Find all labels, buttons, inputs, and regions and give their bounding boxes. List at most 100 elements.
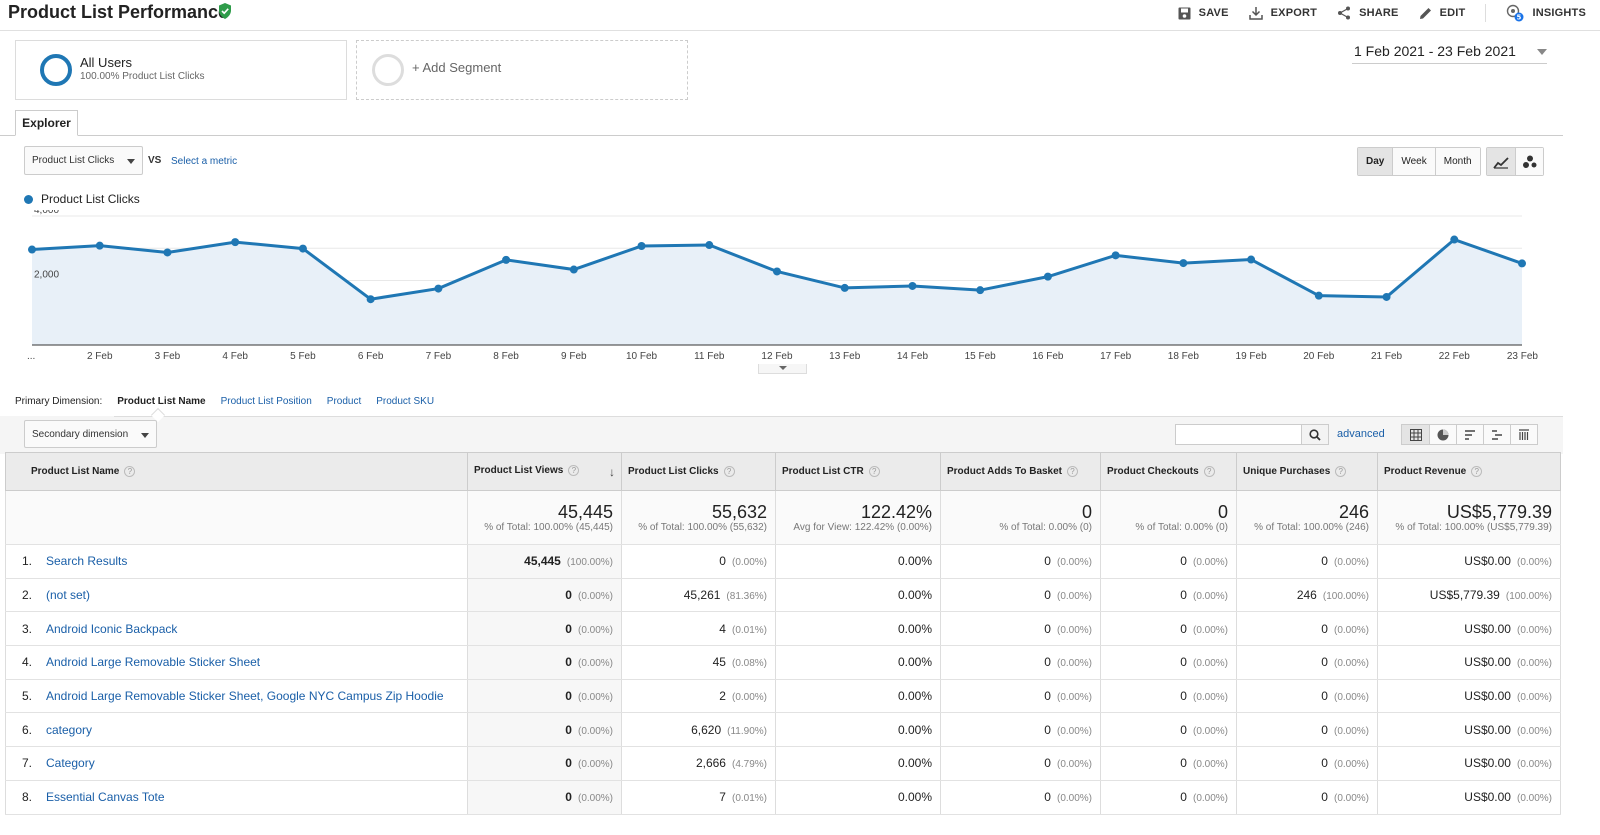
- data-point: [95, 241, 104, 250]
- row-number: 2.: [22, 588, 33, 603]
- product-list-name-link[interactable]: Android Large Removable Sticker Sheet, G…: [46, 689, 444, 704]
- primary-dimension-product-list-position[interactable]: Product List Position: [220, 396, 312, 407]
- cell-value: 0: [565, 722, 572, 737]
- product-list-name-link[interactable]: Android Large Removable Sticker Sheet: [46, 655, 261, 670]
- views-cell: 0 (0.00%): [467, 780, 622, 815]
- line-chart-button[interactable]: [1487, 148, 1515, 175]
- empty-segment-ring-icon: [372, 54, 404, 86]
- cell-percent: (0.00%): [1516, 658, 1552, 670]
- product-list-name-link[interactable]: Android Iconic Backpack: [46, 621, 178, 636]
- column-header-product-revenue[interactable]: Product Revenue?: [1377, 452, 1561, 491]
- search-icon: [1309, 428, 1321, 441]
- metric-select[interactable]: Product List Clicks: [24, 146, 143, 175]
- column-header-product-list-clicks[interactable]: Product List Clicks?: [621, 452, 776, 491]
- purchases-cell: 0 (0.00%): [1236, 544, 1378, 579]
- row-number: 8.: [22, 790, 33, 805]
- product-list-name-link[interactable]: (not set): [46, 588, 91, 603]
- chart-collapse-handle[interactable]: [758, 364, 807, 374]
- secondary-dimension-select[interactable]: Secondary dimension: [24, 420, 157, 448]
- column-header-product-list-name[interactable]: Product List Name?: [5, 452, 468, 491]
- table-search-input[interactable]: [1175, 424, 1302, 445]
- help-icon[interactable]: ?: [723, 465, 735, 477]
- help-icon[interactable]: ?: [124, 465, 136, 477]
- data-point: [366, 295, 375, 304]
- cell-value: 0: [1180, 790, 1187, 805]
- total-subtext: % of Total: 100.00% (55,632): [638, 522, 767, 533]
- granularity-week-button[interactable]: Week: [1392, 148, 1435, 175]
- granularity-day-button[interactable]: Day: [1358, 148, 1393, 175]
- chevron-down-icon: [141, 433, 149, 438]
- column-header-product-list-ctr[interactable]: Product List CTR?: [775, 452, 941, 491]
- product-list-name-link[interactable]: Essential Canvas Tote: [46, 790, 165, 805]
- help-icon[interactable]: ?: [868, 465, 880, 477]
- insights-label: INSIGHTS: [1532, 7, 1586, 19]
- share-button[interactable]: SHARE: [1337, 6, 1399, 20]
- cell-percent: (0.00%): [1333, 759, 1369, 771]
- advanced-filter-link[interactable]: advanced: [1337, 428, 1385, 440]
- legend-label: Product List Clicks: [41, 192, 140, 206]
- purchases-cell: 246 (100.00%): [1236, 578, 1378, 613]
- cell-value: 0: [565, 621, 572, 636]
- ctr-cell: 0.00%: [775, 578, 941, 613]
- column-header-unique-purchases[interactable]: Unique Purchases?: [1236, 452, 1378, 491]
- tab-explorer[interactable]: Explorer: [15, 110, 78, 136]
- product-list-name-link[interactable]: Search Results: [46, 554, 128, 569]
- product-list-name-link[interactable]: Category: [46, 756, 95, 771]
- cell-value: 0: [1321, 621, 1328, 636]
- edit-button[interactable]: EDIT: [1419, 7, 1466, 20]
- x-tick-label: 13 Feb: [829, 351, 861, 362]
- pie-view-button[interactable]: [1429, 425, 1456, 444]
- search-button[interactable]: [1301, 424, 1329, 445]
- insights-button[interactable]: 5 INSIGHTS: [1506, 4, 1586, 22]
- column-header-product-list-views[interactable]: Product List Views? ↓: [467, 452, 622, 491]
- sort-descending-icon: ↓: [609, 464, 615, 479]
- cell-value: 45,445: [524, 554, 561, 569]
- help-icon[interactable]: ?: [1335, 465, 1347, 477]
- data-point: [1518, 259, 1526, 268]
- motion-chart-button[interactable]: [1515, 148, 1543, 175]
- row-number: 4.: [22, 655, 33, 670]
- comparison-view-button[interactable]: [1483, 425, 1510, 444]
- clicks-cell: 45,261 (81.36%): [621, 578, 776, 613]
- adds-cell: 0 (0.00%): [940, 712, 1101, 748]
- help-icon[interactable]: ?: [1471, 465, 1483, 477]
- data-table-view-button[interactable]: [1402, 425, 1429, 444]
- select-metric-link[interactable]: Select a metric: [171, 156, 238, 167]
- adds-cell: 0 (0.00%): [940, 544, 1101, 579]
- grid-icon: [1409, 428, 1422, 441]
- save-button[interactable]: SAVE: [1178, 7, 1229, 20]
- pivot-view-button[interactable]: [1510, 425, 1537, 444]
- column-header-product-checkouts[interactable]: Product Checkouts?: [1100, 452, 1237, 491]
- granularity-month-button[interactable]: Month: [1434, 148, 1480, 175]
- date-range-picker[interactable]: 1 Feb 2021 - 23 Feb 2021: [1352, 42, 1547, 64]
- metric-select-label: Product List Clicks: [32, 155, 115, 166]
- primary-dimension-product[interactable]: Product: [326, 396, 362, 407]
- total-cell: 122.42% Avg for View: 122.42% (0.00%): [775, 490, 941, 545]
- x-tick-label: 4 Feb: [222, 351, 248, 362]
- views-cell: 0 (0.00%): [467, 645, 622, 680]
- segment-all-users[interactable]: All Users 100.00% Product List Clicks: [15, 40, 347, 100]
- primary-dimension-product-list-name[interactable]: Product List Name: [117, 396, 206, 407]
- primary-dimension-product-sku[interactable]: Product SKU: [376, 396, 435, 407]
- cell-value: 0: [1180, 756, 1187, 771]
- segment-subtitle: 100.00% Product List Clicks: [80, 71, 205, 82]
- purchases-cell: 0 (0.00%): [1236, 645, 1378, 680]
- help-icon[interactable]: ?: [1203, 465, 1215, 477]
- column-label: Unique Purchases: [1243, 466, 1331, 478]
- column-header-product-adds-to-basket[interactable]: Product Adds To Basket?: [940, 452, 1101, 491]
- cell-value: 0: [565, 588, 572, 603]
- help-icon[interactable]: ?: [568, 464, 580, 476]
- cell-value: 2: [719, 689, 726, 704]
- insights-icon: 5: [1507, 4, 1524, 22]
- divider: [1485, 4, 1487, 22]
- performance-view-button[interactable]: [1456, 425, 1483, 444]
- line-chart-icon: [1493, 156, 1509, 169]
- product-list-name-link[interactable]: category: [46, 722, 93, 737]
- export-button[interactable]: EXPORT: [1248, 6, 1317, 20]
- x-tick-label: 12 Feb: [761, 351, 793, 362]
- ctr-cell: 0.00%: [775, 544, 941, 579]
- data-point: [1111, 251, 1120, 260]
- cell-value: US$0.00: [1464, 689, 1511, 704]
- help-icon[interactable]: ?: [1067, 465, 1079, 477]
- add-segment-button[interactable]: + Add Segment: [356, 40, 688, 100]
